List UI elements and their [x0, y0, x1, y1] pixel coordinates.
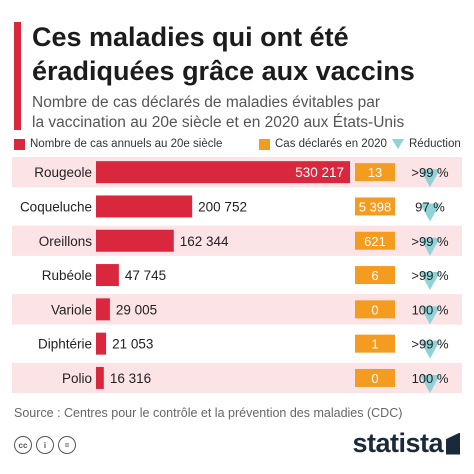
category-label: Oreillons [39, 234, 93, 249]
bar-value-label: 47 745 [125, 268, 166, 283]
reported-box [355, 334, 395, 353]
legend-item-reported: Cas déclarés en 2020 [259, 138, 387, 150]
reported-box [355, 163, 395, 182]
reported-box [355, 300, 395, 319]
reduction-triangle-icon [420, 203, 440, 222]
reported-value-label: 13 [368, 165, 382, 180]
no-derivatives-icon: = [58, 436, 76, 454]
reduction-triangle-icon [420, 340, 440, 359]
legend-label-reduction: Réduction [409, 138, 461, 150]
subtitle-line-2: la vaccination au 20e siècle et en 2020 … [32, 114, 405, 131]
reported-value-label: 5 398 [359, 199, 392, 214]
title-accent-bar [14, 22, 21, 130]
category-label: Diphtérie [38, 337, 92, 352]
statista-logo-icon [446, 432, 460, 455]
legend-item-reduction: Réduction [392, 138, 461, 150]
legend-swatch-red [14, 138, 25, 150]
reported-value-label: 0 [371, 302, 378, 317]
bar-value-label: 16 316 [110, 371, 151, 386]
legend-item-annual: Nombre de cas annuels au 20e siècle [14, 138, 222, 150]
reduction-label: 100 % [412, 371, 449, 386]
reported-box [355, 231, 395, 250]
brand-name: statista [352, 428, 443, 458]
reduction-triangle-icon [420, 272, 440, 291]
attribution-icon: i [36, 436, 54, 454]
bar-annual-cases [96, 332, 107, 355]
bar-value-label: 530 217 [295, 165, 344, 180]
reduction-label: >99 % [411, 337, 449, 352]
subtitle-line-1: Nombre de cas déclarés de maladies évita… [32, 94, 381, 111]
bar-value-label: 162 344 [180, 234, 229, 249]
bar-annual-cases [96, 195, 193, 218]
title-line-2: éradiquées grâce aux vaccins [32, 56, 415, 86]
reported-value-label: 0 [371, 371, 378, 386]
reduction-triangle-icon [420, 169, 440, 188]
chart-subtitle: Nombre de cas déclarés de maladies évita… [32, 93, 468, 133]
category-label: Rougeole [34, 165, 92, 180]
reduction-triangle-icon [420, 306, 440, 325]
reduction-label: 97 % [415, 199, 445, 214]
reduction-label: >99 % [411, 165, 449, 180]
legend-label-annual: Nombre de cas annuels au 20e siècle [30, 138, 223, 150]
legend-label-reported: Cas déclarés en 2020 [275, 138, 387, 150]
category-label: Variole [51, 302, 92, 317]
reduction-triangle-icon [420, 237, 440, 256]
reduction-label: >99 % [411, 268, 449, 283]
legend-swatch-orange [259, 138, 270, 150]
bar-annual-cases [96, 161, 350, 184]
reduction-triangle-icon [392, 139, 404, 149]
chart-title: Ces maladies qui ont été éradiquées grâc… [32, 20, 468, 88]
category-label: Polio [62, 371, 92, 386]
statista-logo[interactable]: statista [352, 428, 460, 459]
reported-box [355, 197, 395, 216]
title-line-1: Ces maladies qui ont été [32, 22, 349, 52]
bar-value-label: 29 005 [116, 302, 157, 317]
chart-area: Rougeole 530 217 13 >99 % Coqueluche 200 752 5… [12, 157, 462, 394]
bar-annual-cases [96, 366, 104, 389]
bar-value-label: 200 752 [198, 199, 247, 214]
reported-value-label: 1 [371, 337, 378, 352]
reported-box [355, 368, 395, 387]
category-label: Coqueluche [20, 199, 92, 214]
reported-box [355, 266, 395, 285]
reduction-label: >99 % [411, 234, 449, 249]
reduction-triangle-icon [420, 374, 440, 393]
reduction-label: 100 % [412, 302, 449, 317]
bar-annual-cases [96, 264, 119, 287]
bar-annual-cases [96, 298, 110, 321]
legend: Nombre de cas annuels au 20e siècle Cas … [12, 138, 468, 154]
license-icons[interactable]: cc i = [14, 436, 76, 454]
bar-value-label: 21 053 [112, 337, 153, 352]
reported-value-label: 6 [371, 268, 378, 283]
reported-value-label: 621 [364, 234, 386, 249]
category-label: Rubéole [42, 268, 92, 283]
cc-icon: cc [14, 436, 32, 454]
source-note: Source : Centres pour le contrôle et la … [14, 406, 403, 420]
bar-annual-cases [96, 229, 174, 252]
